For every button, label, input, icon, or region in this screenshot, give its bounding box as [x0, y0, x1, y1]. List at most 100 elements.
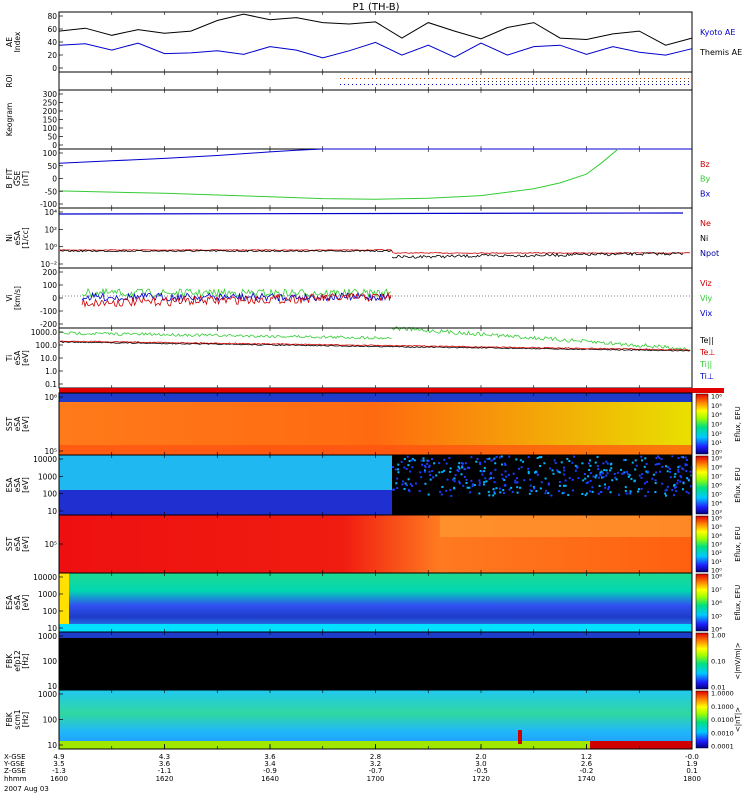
colorbar-tick-fbk-b: 0.1000: [711, 703, 734, 711]
roi-mark: [528, 81, 529, 82]
roi-mark: [484, 78, 485, 79]
spectrogram-noise: [584, 477, 587, 480]
roi-mark: [592, 81, 593, 82]
colorbar-tick-esa-e: 10⁹: [711, 455, 722, 463]
roi-mark: [564, 78, 565, 79]
series-line-te-par: [59, 341, 691, 352]
spectrogram-noise: [585, 482, 588, 485]
roi-mark: [588, 78, 589, 79]
spectrogram-esa-i: [59, 573, 692, 632]
spectrogram-noise: [640, 459, 643, 462]
roi-mark: [496, 78, 497, 79]
spectrogram-noise: [405, 467, 408, 470]
roi-mark: [368, 78, 369, 79]
spectrogram-noise: [486, 457, 489, 460]
y-tick-label-bfgm: 50: [47, 162, 57, 171]
legend-vix: Vix: [700, 309, 713, 318]
roi-mark: [356, 84, 357, 85]
legend-viy: Viy: [700, 294, 713, 303]
spectrogram-noise: [558, 471, 561, 474]
legend-npot: Npot: [700, 249, 719, 258]
y-axis-label-roi: ROI: [5, 74, 14, 87]
time-axis-value: 1620: [156, 775, 174, 783]
spectrogram-noise: [554, 461, 557, 464]
colorbar-tick-sst-i: 10¹: [711, 558, 722, 566]
spectrogram-noise: [571, 478, 574, 481]
colorbar-tick-fbk-b: 0.0001: [711, 743, 734, 751]
spectrogram-noise: [426, 462, 429, 465]
time-axis-value: 4.9: [53, 753, 64, 761]
spectrogram-noise: [609, 463, 612, 466]
spectrogram-noise: [560, 461, 563, 464]
roi-mark: [504, 78, 505, 79]
colorbar-tick-esa-e: 10³: [711, 509, 722, 517]
spectrogram-noise: [443, 458, 446, 461]
spectrogram-noise: [495, 487, 498, 490]
roi-mark: [412, 84, 413, 85]
spectrogram-noise: [515, 477, 518, 480]
spectrogram-noise: [450, 494, 453, 497]
roi-mark: [644, 78, 645, 79]
roi-mark: [376, 78, 377, 79]
y-tick-label-esa-e: 100: [43, 490, 58, 499]
roi-mark: [684, 78, 685, 79]
spectrogram-noise: [605, 469, 608, 472]
roi-mark: [548, 78, 549, 79]
colorbar-label-sst-i: Eflux, EFU: [734, 526, 742, 561]
spectrogram-noise: [484, 477, 487, 480]
spectrogram-noise: [446, 478, 449, 481]
series-line-kyotoae: [58, 41, 693, 59]
spectrogram-noise: [519, 486, 522, 489]
spectrogram-noise: [488, 494, 491, 497]
spectrogram-noise: [682, 481, 685, 484]
series-line-ti-par: [391, 325, 691, 351]
spectrogram-noise: [533, 487, 536, 490]
roi-mark: [556, 78, 557, 79]
colorbar-tick-fbk-b: 0.0010: [711, 729, 734, 737]
legend-ti: Ti⊥: [699, 372, 714, 381]
spectrogram-noise: [458, 462, 461, 465]
spectrogram-noise: [516, 491, 519, 494]
spectrogram-noise: [504, 470, 507, 473]
y-tick-label-vi: -100: [40, 307, 57, 316]
roi-mark: [516, 78, 517, 79]
y-tick-label-ni: 10⁴: [44, 208, 57, 217]
y-tick-label-sst-e: 10⁵: [44, 447, 57, 456]
spectrogram-noise: [478, 484, 481, 487]
series-line-themisae: [58, 13, 693, 46]
spectrogram-noise: [483, 467, 486, 470]
roi-mark: [384, 84, 385, 85]
time-axis-value: 1700: [367, 775, 385, 783]
spectrogram-noise: [540, 456, 543, 459]
roi-mark: [556, 81, 557, 82]
spectrogram-noise: [479, 462, 482, 465]
roi-mark: [516, 84, 517, 85]
roi-mark: [364, 84, 365, 85]
spectrogram-noise: [471, 483, 474, 486]
roi-mark: [480, 81, 481, 82]
roi-mark: [412, 78, 413, 79]
series-line-bx: [58, 148, 692, 164]
y-tick-label-ni: 10²: [44, 225, 57, 234]
spectrogram-noise: [667, 466, 670, 469]
roi-mark: [524, 84, 525, 85]
y-tick-label-ae: 60: [47, 25, 57, 34]
spectrogram-noise: [651, 477, 654, 480]
legend-te: Te⊥: [699, 348, 715, 357]
spectrogram-noise: [441, 471, 444, 474]
y-axis-label-fbk-b: FBK: [5, 711, 14, 726]
roi-mark: [628, 81, 629, 82]
roi-mark: [476, 84, 477, 85]
y-axis-label-sst-i: [eV]: [21, 536, 30, 552]
spectrogram-noise: [534, 470, 537, 473]
spectrogram-noise: [461, 465, 464, 468]
spectrogram-noise: [603, 469, 606, 472]
colorbar-label-esa-e: Eflux, EFU: [734, 467, 742, 502]
spectrogram-noise: [461, 466, 464, 469]
y-tick-label-esa-e: 1000: [38, 472, 57, 481]
spectrogram-noise: [624, 486, 627, 489]
colorbar-esa-i: [695, 573, 709, 632]
spectrogram-noise: [523, 479, 526, 482]
spectrogram-noise: [602, 476, 605, 479]
roi-mark: [420, 84, 421, 85]
